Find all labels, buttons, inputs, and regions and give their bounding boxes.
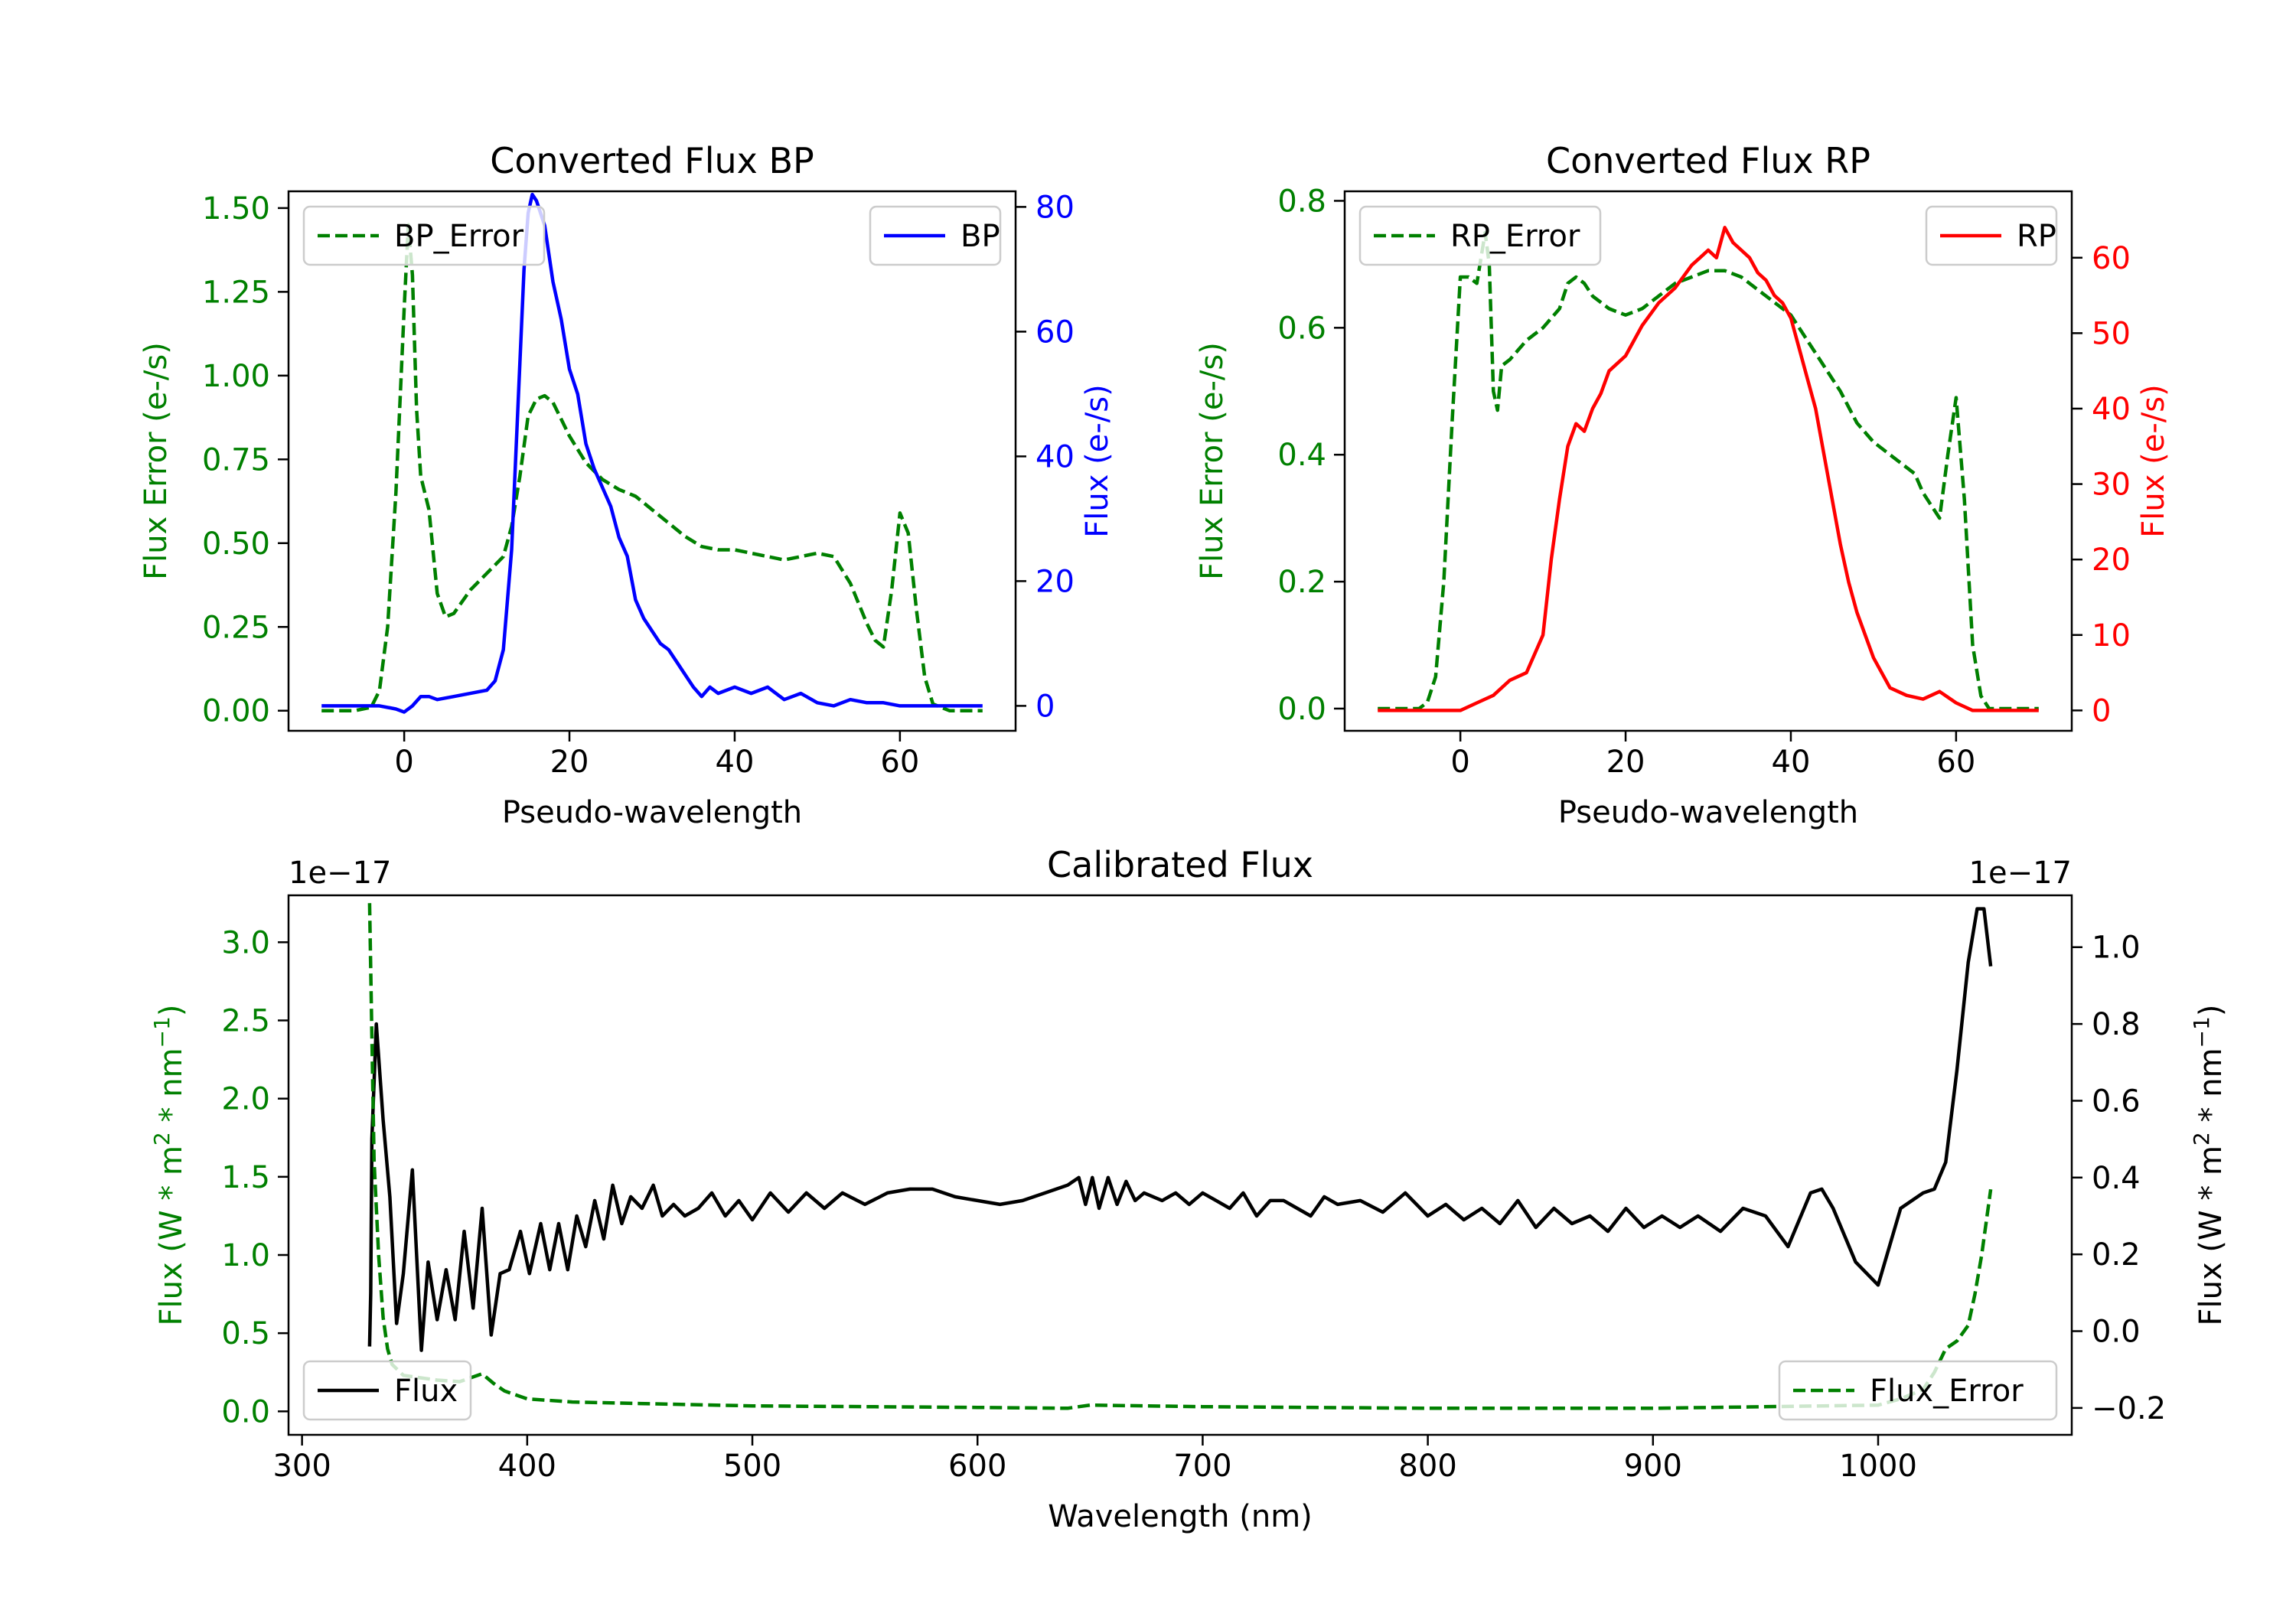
series-line-bp xyxy=(321,192,983,714)
left-tick-label: 0.2 xyxy=(1277,565,1326,600)
legend-box xyxy=(1358,205,1602,266)
legend-label: BP xyxy=(960,219,1000,254)
right-tick-label: 80 xyxy=(1035,190,1075,225)
panel-rp: 0 20 40 60 Pseudo-wavelength 0.0 0.2 0.4 0.6 0.8 0… xyxy=(1195,140,2171,830)
legend-label: RP_Error xyxy=(1450,219,1580,254)
left-tick-label: 2.5 xyxy=(221,1003,270,1038)
x-tick-label: 1000 xyxy=(1839,1449,1917,1484)
right-tick-label: 0.0 xyxy=(2092,1315,2141,1350)
series-line-flux-error xyxy=(367,903,1993,1410)
left-tick-label: 0.4 xyxy=(1277,438,1326,473)
series-line-bp-error xyxy=(321,223,983,712)
left-scale-offset: 1e−17 xyxy=(289,856,391,891)
left-axis-label: Flux Error (e-/s) xyxy=(139,342,174,580)
legend-label: Flux xyxy=(394,1374,458,1409)
right-tick-label: 50 xyxy=(2092,316,2131,351)
series-line-flux xyxy=(367,907,1993,1352)
right-tick-label: 0.8 xyxy=(2092,1007,2141,1042)
legend-label: BP_Error xyxy=(394,219,524,254)
right-tick-label: 40 xyxy=(2092,392,2131,427)
x-tick-label: 40 xyxy=(716,745,755,780)
left-tick-label: 0.8 xyxy=(1277,184,1326,219)
right-tick-label: −0.2 xyxy=(2092,1391,2166,1426)
x-tick-label: 0 xyxy=(394,745,413,780)
legend-box xyxy=(1778,1360,2058,1421)
left-tick-label: 1.0 xyxy=(221,1238,270,1273)
right-tick-label: 0.2 xyxy=(2092,1237,2141,1273)
right-tick-label: 1.0 xyxy=(2092,931,2141,966)
legend-label: RP xyxy=(2017,219,2056,254)
x-axis-label: Pseudo-wavelength xyxy=(502,795,802,830)
series-line-rp xyxy=(1378,226,2039,712)
right-tick-label: 0.6 xyxy=(2092,1084,2141,1119)
left-tick-label: 0.0 xyxy=(221,1394,270,1429)
x-tick-label: 20 xyxy=(1606,745,1645,780)
right-tick-label: 60 xyxy=(2092,241,2131,276)
x-tick-label: 0 xyxy=(1450,745,1469,780)
x-tick-label: 900 xyxy=(1624,1449,1682,1484)
right-tick-label: 0 xyxy=(2092,693,2111,729)
left-tick-label: 3.0 xyxy=(221,925,270,960)
panel-calibrated: 300 400 500 600 700 800 900 1000 Wavelength (nm)… xyxy=(149,844,2229,1534)
left-tick-label: 0.50 xyxy=(202,526,270,562)
right-axis-label: Flux (e-/s) xyxy=(2136,384,2171,537)
panel-title: Converted Flux RP xyxy=(1546,140,1870,181)
left-tick-label: 1.25 xyxy=(202,275,270,310)
left-axis-label: Flux Error (e-/s) xyxy=(1195,342,1230,580)
x-tick-label: 300 xyxy=(272,1449,331,1484)
panel-title: Calibrated Flux xyxy=(1047,844,1313,885)
left-tick-label: 0.00 xyxy=(202,694,270,729)
panel-bp: 0 20 40 60 Pseudo-wavelength 0.00 0.25 0.50 0.75… xyxy=(139,140,1115,830)
x-tick-label: 500 xyxy=(723,1449,781,1484)
plot-frame xyxy=(287,190,1017,732)
right-tick-label: 0.4 xyxy=(2092,1161,2141,1196)
plot-frame xyxy=(287,894,2073,1436)
right-axis-label: Flux (e-/s) xyxy=(1080,384,1115,537)
left-tick-label: 1.00 xyxy=(202,359,270,394)
right-tick-label: 0 xyxy=(1035,689,1055,724)
x-tick-label: 60 xyxy=(1936,745,1975,780)
left-tick-label: 1.5 xyxy=(221,1160,270,1195)
right-tick-label: 20 xyxy=(2092,543,2131,578)
plot-frame xyxy=(1343,190,2073,732)
x-tick-label: 400 xyxy=(498,1449,556,1484)
x-tick-label: 600 xyxy=(948,1449,1006,1484)
right-scale-offset: 1e−17 xyxy=(1969,856,2072,891)
right-tick-label: 10 xyxy=(2092,618,2131,654)
left-tick-label: 2.0 xyxy=(221,1082,270,1117)
right-axis-label: Flux (W * m2 * nm−1) xyxy=(2189,1005,2229,1326)
left-tick-label: 0.75 xyxy=(202,442,270,478)
right-tick-label: 20 xyxy=(1035,564,1075,599)
left-tick-label: 0.0 xyxy=(1277,692,1326,727)
left-axis-label: Flux (W * m2 * nm−1) xyxy=(149,1005,190,1326)
x-axis-label: Pseudo-wavelength xyxy=(1558,795,1858,830)
right-tick-label: 30 xyxy=(2092,468,2131,503)
legend-label: Flux_Error xyxy=(1870,1374,2024,1409)
panel-title: Converted Flux BP xyxy=(490,140,814,181)
left-tick-label: 0.25 xyxy=(202,610,270,645)
legend-box xyxy=(302,1360,472,1421)
left-tick-label: 0.6 xyxy=(1277,311,1326,346)
right-tick-label: 40 xyxy=(1035,439,1075,474)
legend-box xyxy=(302,205,546,266)
left-tick-label: 1.50 xyxy=(202,191,270,227)
right-tick-label: 60 xyxy=(1035,315,1075,350)
x-tick-label: 700 xyxy=(1173,1449,1231,1484)
x-tick-label: 60 xyxy=(880,745,919,780)
x-axis-label: Wavelength (nm) xyxy=(1048,1499,1313,1534)
x-tick-label: 800 xyxy=(1398,1449,1456,1484)
x-tick-label: 40 xyxy=(1772,745,1811,780)
left-tick-label: 0.5 xyxy=(221,1316,270,1351)
x-tick-label: 20 xyxy=(550,745,589,780)
